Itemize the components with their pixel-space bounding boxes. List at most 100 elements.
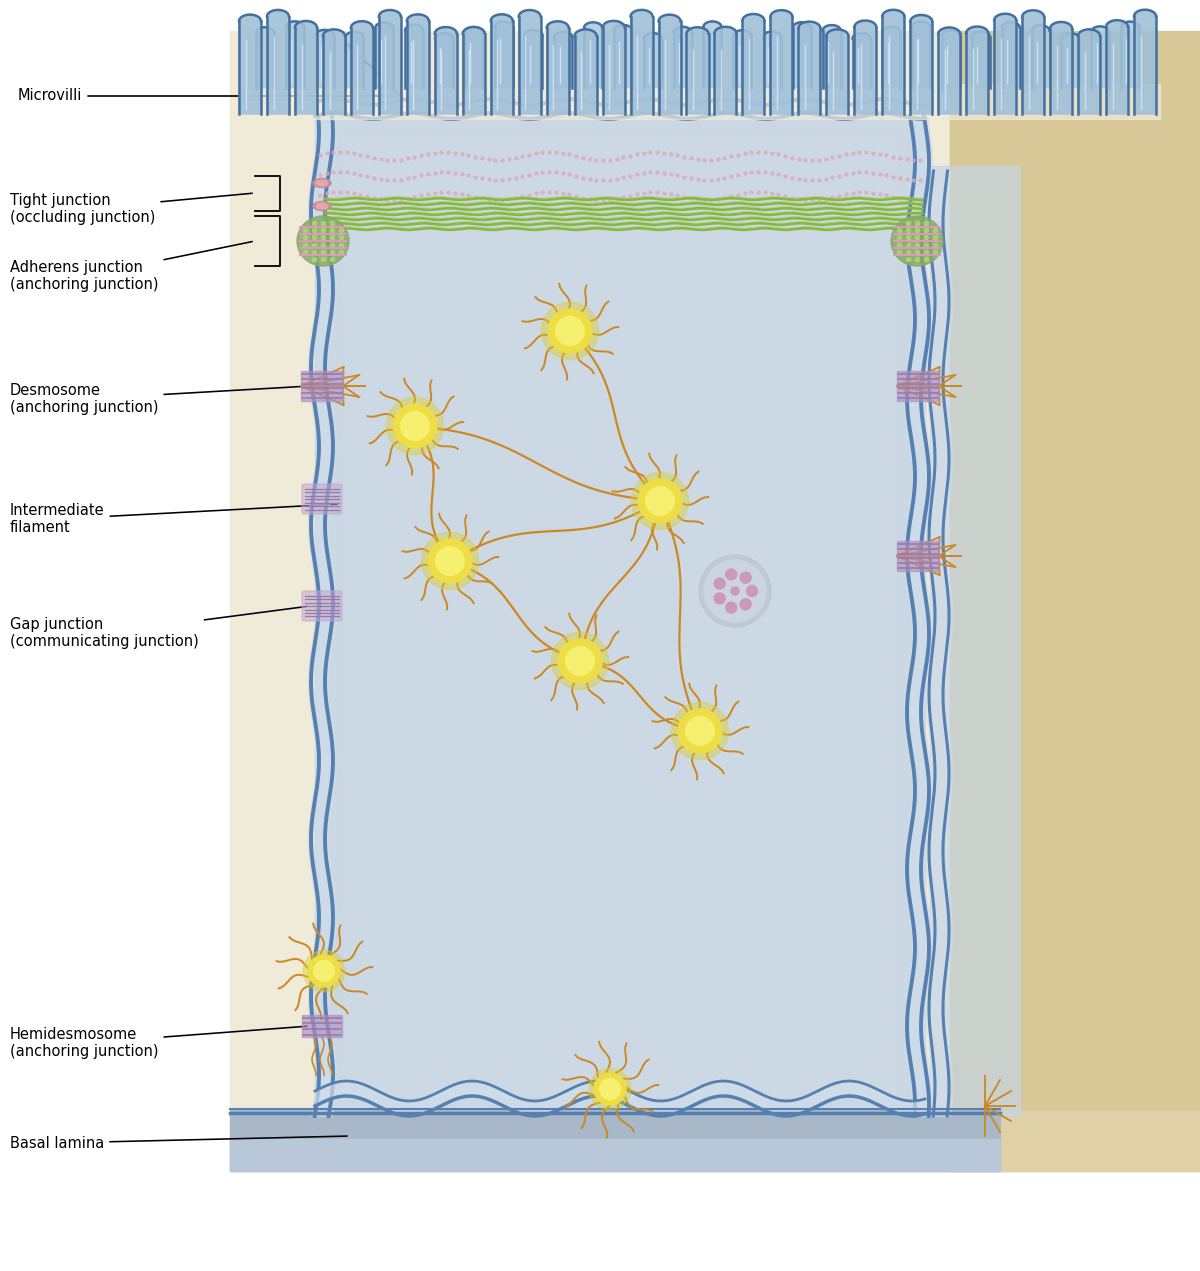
Polygon shape (406, 24, 424, 88)
Bar (930, 167, 1020, 1116)
Polygon shape (295, 22, 317, 114)
Circle shape (313, 961, 335, 981)
Polygon shape (703, 22, 721, 88)
Polygon shape (1106, 20, 1128, 114)
Polygon shape (966, 27, 988, 114)
Circle shape (589, 1068, 631, 1110)
Polygon shape (1078, 29, 1100, 114)
FancyBboxPatch shape (302, 484, 342, 513)
Polygon shape (407, 14, 428, 114)
Circle shape (600, 1079, 620, 1099)
Polygon shape (852, 33, 870, 88)
Ellipse shape (298, 216, 349, 266)
Text: Tight junction
(occluding junction): Tight junction (occluding junction) (10, 193, 252, 225)
Polygon shape (972, 32, 990, 88)
Polygon shape (630, 10, 653, 114)
Bar (896, 541, 938, 571)
Circle shape (308, 955, 340, 988)
Circle shape (401, 412, 430, 440)
Bar (314, 116, 925, 1116)
Polygon shape (798, 22, 821, 114)
Ellipse shape (313, 178, 331, 188)
Polygon shape (1032, 25, 1050, 88)
Bar (301, 371, 343, 400)
Polygon shape (518, 10, 541, 114)
Polygon shape (827, 29, 848, 114)
Circle shape (672, 703, 728, 760)
FancyBboxPatch shape (302, 591, 342, 622)
Text: Gap junction
(communicating junction): Gap junction (communicating junction) (10, 606, 307, 649)
Polygon shape (547, 22, 569, 114)
Circle shape (556, 316, 584, 346)
Polygon shape (882, 10, 905, 114)
Polygon shape (1091, 27, 1109, 88)
Polygon shape (686, 27, 708, 114)
Circle shape (565, 647, 594, 675)
Polygon shape (575, 29, 596, 114)
Circle shape (548, 309, 592, 353)
Polygon shape (911, 15, 932, 114)
Polygon shape (1121, 22, 1139, 88)
Bar (950, 31, 1200, 1171)
Bar (950, 1111, 1200, 1171)
Polygon shape (602, 20, 624, 114)
Bar (230, 31, 1010, 1171)
Bar (302, 1016, 342, 1037)
Polygon shape (239, 14, 262, 114)
Circle shape (541, 302, 599, 360)
Polygon shape (714, 27, 737, 114)
Circle shape (594, 1073, 626, 1104)
Polygon shape (346, 32, 364, 88)
Circle shape (726, 569, 737, 580)
Circle shape (678, 709, 722, 752)
Polygon shape (350, 22, 373, 114)
Ellipse shape (316, 180, 328, 186)
Circle shape (740, 599, 751, 610)
Polygon shape (1134, 10, 1156, 114)
Polygon shape (823, 25, 841, 88)
Circle shape (731, 587, 739, 595)
Circle shape (304, 951, 344, 991)
Circle shape (704, 561, 766, 622)
Ellipse shape (313, 202, 331, 211)
Polygon shape (994, 14, 1016, 114)
Bar (230, 1110, 1000, 1171)
Polygon shape (266, 10, 289, 114)
Polygon shape (379, 10, 401, 114)
Bar (346, 136, 895, 1096)
Polygon shape (673, 27, 691, 88)
Polygon shape (882, 27, 900, 88)
Circle shape (558, 639, 602, 683)
Ellipse shape (890, 216, 943, 266)
Text: Hemidesmosome
(anchoring junction): Hemidesmosome (anchoring junction) (10, 1026, 307, 1059)
Circle shape (638, 479, 682, 522)
Polygon shape (733, 31, 751, 88)
Polygon shape (434, 33, 452, 88)
Polygon shape (938, 28, 960, 114)
Polygon shape (1050, 22, 1072, 114)
Circle shape (631, 473, 689, 530)
Circle shape (646, 487, 674, 515)
Circle shape (714, 578, 725, 590)
Polygon shape (584, 23, 602, 88)
Bar (240, 84, 1160, 119)
Polygon shape (942, 31, 960, 88)
Polygon shape (256, 27, 274, 88)
Polygon shape (376, 23, 394, 88)
Polygon shape (524, 31, 542, 88)
Bar (896, 371, 938, 400)
Circle shape (714, 592, 725, 604)
Polygon shape (763, 32, 781, 88)
Polygon shape (323, 29, 344, 114)
Text: Microvilli: Microvilli (18, 44, 400, 103)
Circle shape (726, 602, 737, 613)
Polygon shape (643, 33, 661, 88)
Polygon shape (464, 27, 482, 88)
Polygon shape (912, 22, 930, 88)
Polygon shape (614, 25, 632, 88)
Polygon shape (286, 22, 304, 88)
Polygon shape (659, 15, 680, 114)
Circle shape (698, 555, 772, 627)
Polygon shape (770, 10, 792, 114)
Circle shape (436, 547, 464, 576)
